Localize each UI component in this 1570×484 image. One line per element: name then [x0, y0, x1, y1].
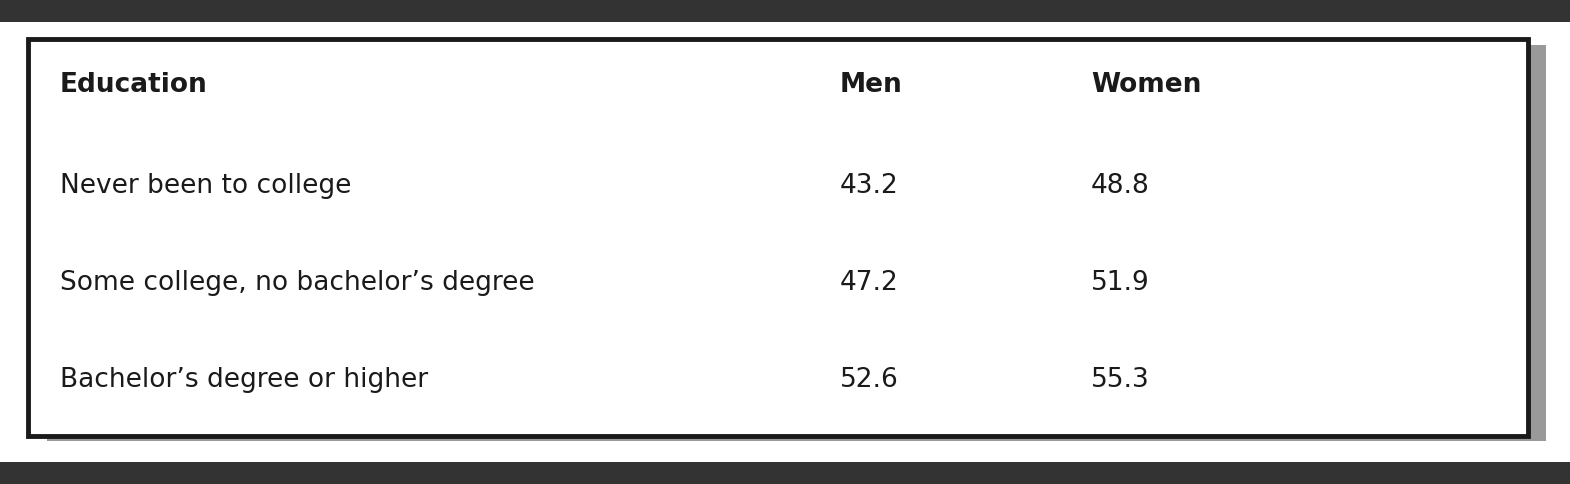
Text: Men: Men — [840, 72, 903, 98]
FancyBboxPatch shape — [0, 462, 1570, 484]
Text: Education: Education — [60, 72, 207, 98]
Text: Never been to college: Never been to college — [60, 173, 352, 199]
Text: 47.2: 47.2 — [840, 270, 898, 296]
FancyBboxPatch shape — [28, 39, 1528, 436]
Text: 43.2: 43.2 — [840, 173, 898, 199]
Text: Some college, no bachelor’s degree: Some college, no bachelor’s degree — [60, 270, 534, 296]
Text: 55.3: 55.3 — [1091, 367, 1149, 393]
Text: 48.8: 48.8 — [1091, 173, 1149, 199]
Text: 52.6: 52.6 — [840, 367, 898, 393]
FancyBboxPatch shape — [0, 0, 1570, 22]
FancyBboxPatch shape — [47, 45, 1546, 441]
Text: 51.9: 51.9 — [1091, 270, 1149, 296]
Text: Women: Women — [1091, 72, 1201, 98]
Text: Bachelor’s degree or higher: Bachelor’s degree or higher — [60, 367, 427, 393]
